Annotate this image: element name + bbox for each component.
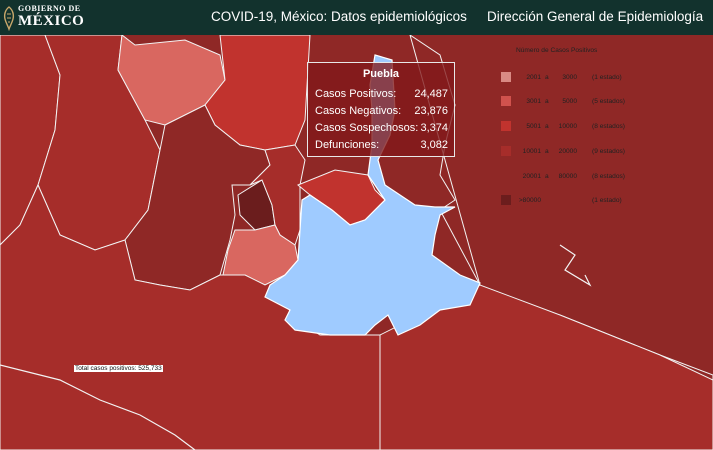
tooltip-value: 3,082: [420, 139, 448, 151]
page-title: COVID-19, México: Datos epidemiológicos: [211, 9, 467, 24]
legend-swatch: [501, 96, 511, 106]
agency-name: Dirección General de Epidemiología: [487, 9, 704, 24]
tooltip-row-negative: Casos Negativos: 23,876: [315, 105, 448, 119]
tooltip-value: 3,374: [420, 122, 448, 134]
legend-max: 80000: [558, 173, 577, 180]
tooltip-row-suspected: Casos Sospechosos: 3,374: [315, 122, 448, 136]
tooltip-label: Casos Sospechosos:: [315, 122, 419, 134]
legend-max: 5000: [562, 98, 577, 105]
legend-sep: a: [545, 173, 549, 180]
tooltip-value: 23,876: [414, 105, 448, 117]
lagoon-east: [559, 244, 592, 287]
legend-item[interactable]: 20001 a 80000 (8 estados): [497, 171, 707, 183]
eagle-emblem-icon: [3, 6, 15, 31]
legend-item[interactable]: >80000 (1 estado): [497, 195, 707, 207]
tooltip-row-deaths: Defunciones: 3,082: [315, 139, 448, 153]
state-region-selected[interactable]: [264, 54, 481, 336]
legend-count: (8 estados): [592, 123, 625, 130]
state-region-southwest[interactable]: [0, 183, 381, 450]
tooltip-label: Casos Positivos:: [315, 88, 397, 100]
legend-min: >80000: [518, 197, 541, 204]
legend-item[interactable]: 3001 a 5000 (5 estados): [497, 96, 707, 108]
tooltip-row-positive: Casos Positivos: 24,487: [315, 88, 448, 102]
tooltip-label: Casos Negativos:: [315, 105, 402, 117]
legend-item[interactable]: 2001 a 3000 (1 estado): [497, 72, 707, 84]
legend-sep: a: [545, 123, 549, 130]
tooltip-title: Puebla: [362, 68, 400, 80]
legend-item[interactable]: 10001 a 20000 (9 estados): [497, 146, 707, 158]
legend-swatch: [501, 121, 511, 131]
legend-swatch: [501, 171, 511, 181]
total-positive-label: Total casos positivos: 525,733: [74, 365, 163, 372]
legend-swatch: [501, 195, 511, 205]
legend-swatch: [501, 146, 511, 156]
legend-count: (9 estados): [592, 148, 625, 155]
logo-text-line2: MÉXICO: [18, 13, 85, 29]
map-legend: Número de Casos Positivos 2001 a 3000 (1…: [497, 44, 707, 214]
state-tooltip: Puebla Casos Positivos: 24,487 Casos Neg…: [307, 62, 455, 157]
legend-min: 20001: [522, 173, 541, 180]
legend-item[interactable]: 5001 a 10000 (8 estados): [497, 121, 707, 133]
legend-sep: a: [545, 148, 549, 155]
legend-min: 3001: [526, 98, 541, 105]
legend-min: 2001: [526, 74, 541, 81]
coast-south: [0, 364, 196, 450]
legend-sep: a: [545, 74, 549, 81]
legend-max: 3000: [562, 74, 577, 81]
legend-count: (1 estado): [592, 74, 622, 81]
logo-text-line1: GOBIERNO DE: [18, 4, 81, 13]
legend-count: (8 estados): [592, 173, 625, 180]
header-bar: GOBIERNO DE MÉXICO COVID-19, México: Dat…: [0, 0, 713, 35]
legend-min: 5001: [526, 123, 541, 130]
state-region-central[interactable]: [124, 104, 271, 291]
tooltip-value: 24,487: [414, 88, 448, 100]
legend-max: 10000: [558, 123, 577, 130]
legend-swatch: [501, 72, 511, 82]
tooltip-label: Defunciones:: [315, 139, 380, 151]
legend-min: 10001: [522, 148, 541, 155]
legend-max: 20000: [558, 148, 577, 155]
legend-sep: a: [545, 98, 549, 105]
legend-count: (5 estados): [592, 98, 625, 105]
legend-count: (1 estado): [592, 197, 622, 204]
gobierno-de-mexico-logo[interactable]: GOBIERNO DE MÉXICO: [0, 2, 90, 33]
legend-title: Número de Casos Positivos: [516, 47, 598, 54]
